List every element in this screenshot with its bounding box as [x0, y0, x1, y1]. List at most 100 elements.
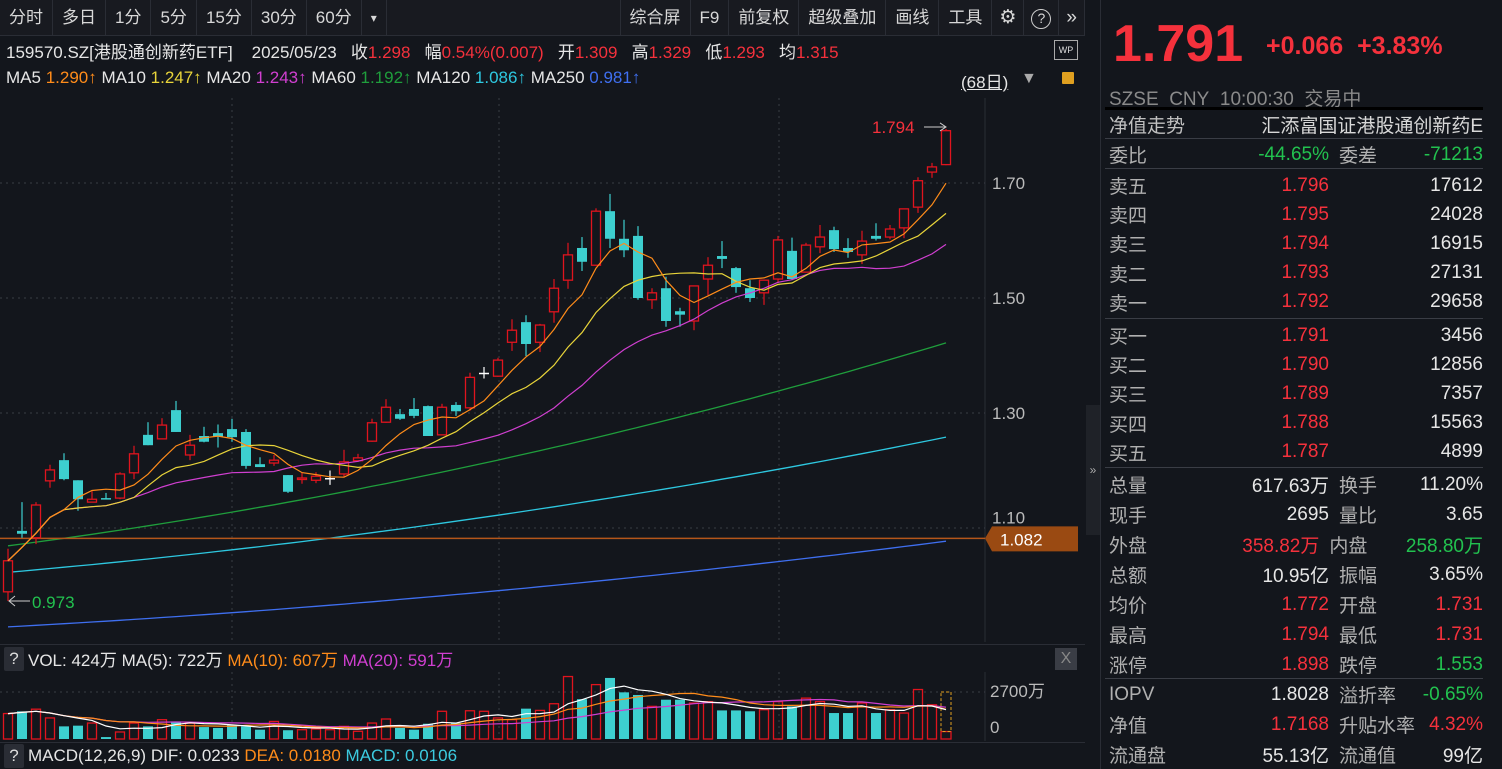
candle-body — [59, 460, 69, 480]
candle-body — [73, 480, 83, 500]
candle-body — [283, 475, 293, 492]
close-volume-pane-button[interactable]: X — [1055, 648, 1077, 670]
gear-icon[interactable]: ⚙ — [992, 0, 1025, 36]
high-arrow-head-icon — [939, 122, 947, 132]
question-icon[interactable]: ? — [1024, 0, 1060, 36]
more-periods-dropdown[interactable]: ▾ — [362, 0, 387, 36]
stat-label: 现手 — [1109, 506, 1148, 527]
volume-bar — [605, 677, 615, 739]
etf-row: 流通盘 55.13亿 流通值 99亿 — [1109, 740, 1483, 769]
toolbar-action-4[interactable]: 画线 — [886, 0, 940, 36]
change-percent: +3.83% — [1357, 32, 1443, 60]
volume-bar — [661, 699, 671, 739]
low-label: 低 — [705, 43, 723, 62]
candle-body — [101, 498, 111, 500]
volume-bar — [395, 727, 405, 739]
last-price: 1.791 — [1113, 15, 1244, 73]
volume-bar — [143, 726, 153, 739]
ma-value-2: 1.243↑ — [255, 68, 307, 87]
candle-body — [562, 254, 574, 281]
wp-icon[interactable]: WP — [1054, 40, 1078, 60]
stat-label: 量比 — [1339, 506, 1378, 527]
bid-row: 买一 1.791 3456 — [1109, 321, 1483, 350]
candle-body — [884, 228, 896, 238]
period-tab-0[interactable]: 分时 — [0, 0, 53, 36]
stat-value: 10.95亿 — [1262, 566, 1329, 587]
candle-body — [492, 359, 504, 377]
candle-body — [717, 256, 727, 259]
double-chevron-right-icon[interactable]: » — [1059, 0, 1085, 36]
y-tick-label: 1.30 — [992, 404, 1025, 423]
toolbar-action-3[interactable]: 超级叠加 — [799, 0, 887, 36]
candle-body — [338, 461, 350, 475]
nav-trend-link[interactable]: 净值走势 — [1109, 116, 1186, 137]
days-selector[interactable]: (68日) — [961, 73, 1009, 92]
bid-price: 1.790 — [1281, 353, 1329, 375]
stat-label: 开盘 — [1339, 596, 1378, 617]
ask-level: 卖二 — [1109, 264, 1148, 286]
order-ratio-row: 委比 -44.65% 委差 -71213 — [1109, 140, 1483, 169]
ma-label-3: MA60 — [311, 68, 356, 87]
lock-icon[interactable] — [1062, 72, 1074, 84]
bid-price: 1.787 — [1281, 441, 1329, 463]
candle-body — [30, 504, 42, 539]
candle-body — [871, 235, 881, 239]
high-price-label: 1.794 — [872, 118, 915, 137]
toolbar-action-5[interactable]: 工具 — [939, 0, 993, 36]
stat-label: 内盘 — [1329, 536, 1368, 557]
toolbar-action-1[interactable]: F9 — [691, 0, 730, 36]
period-tab-6[interactable]: 60分 — [307, 0, 362, 36]
toolbar-action-2[interactable]: 前复权 — [729, 0, 800, 36]
candle-body — [800, 244, 812, 273]
low-value: 1.293 — [722, 43, 765, 62]
bid-price: 1.788 — [1281, 412, 1329, 434]
period-tab-3[interactable]: 5分 — [151, 0, 197, 36]
candle-body — [633, 235, 643, 298]
volume-bar — [59, 726, 69, 739]
volume-help-button[interactable]: ? — [4, 646, 24, 671]
toolbar-action-0[interactable]: 综合屏 — [621, 0, 691, 36]
candle-body — [661, 288, 671, 321]
candle-body — [268, 459, 280, 464]
period-tab-4[interactable]: 15分 — [197, 0, 252, 36]
volume-bar — [577, 699, 587, 739]
stat-value: 1.898 — [1281, 653, 1329, 675]
volume-bar — [871, 713, 881, 739]
volume-bar — [30, 708, 42, 740]
volume-bar — [898, 712, 910, 740]
candle-body — [17, 530, 27, 534]
ma10-line — [7, 212, 947, 562]
candle-body — [534, 324, 546, 343]
period-tab-5[interactable]: 30分 — [252, 0, 307, 36]
collapse-panel-button[interactable]: » — [1086, 405, 1100, 535]
volume-bar — [619, 692, 629, 739]
volume-bar — [843, 713, 853, 739]
period-tab-2[interactable]: 1分 — [106, 0, 152, 36]
quote-time: 10:00:30 — [1219, 89, 1294, 110]
ma-value-3: 1.192↑ — [360, 68, 412, 87]
macd-help-button[interactable]: ? — [4, 744, 24, 768]
candle-body — [143, 434, 153, 446]
nav-row[interactable]: 净值走势 汇添富国证港股通创新药E — [1109, 110, 1483, 139]
volume-bar — [114, 731, 126, 740]
etf-value: 1.8028 — [1270, 683, 1329, 705]
volume-bar — [73, 725, 83, 739]
candle-body — [310, 475, 322, 481]
ma-value-1: 1.247↑ — [150, 68, 202, 87]
volume-bar — [268, 720, 280, 740]
stat-label: 涨停 — [1109, 656, 1148, 677]
ask-volume: 17612 — [1430, 174, 1483, 196]
price-line-label: 1.082 — [1000, 530, 1043, 549]
bid-row: 买二 1.790 12856 — [1109, 350, 1483, 379]
volume-bar — [283, 730, 293, 739]
bid-level: 买五 — [1109, 443, 1148, 465]
kline-chart[interactable]: 1.70 1.50 1.30 1.10 2700万 0 1.794 0.973 1.082 — [0, 0, 1085, 769]
stat-label: 总额 — [1109, 566, 1148, 587]
etf-value: 55.13亿 — [1262, 746, 1329, 767]
triangle-down-icon[interactable]: ▼ — [1021, 70, 1037, 87]
range-value: 0.54%(0.007) — [441, 43, 544, 62]
volume-bar — [366, 722, 378, 740]
volume-bar — [688, 702, 700, 740]
period-tab-1[interactable]: 多日 — [53, 0, 106, 36]
candle-body — [506, 329, 518, 343]
